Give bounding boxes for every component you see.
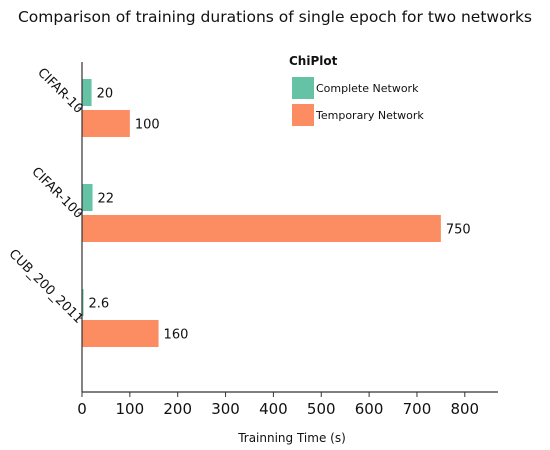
legend-swatch (292, 104, 314, 126)
legend-title: ChiPlot (289, 54, 338, 68)
category-label: CUB_200_2011 (6, 247, 86, 327)
x-tick-label: 400 (259, 400, 288, 418)
data-label: 2.6 (89, 297, 110, 312)
bars-layer (82, 79, 441, 347)
data-label: 750 (446, 223, 471, 238)
data-label: 20 (97, 87, 114, 102)
data-label: 100 (135, 118, 160, 133)
chart-title: Comparison of training durations of sing… (17, 8, 533, 26)
x-axis-label: Trainning Time (s) (237, 431, 346, 445)
legend[interactable]: ChiPlot Complete Network Temporary Networ… (289, 54, 424, 126)
category-label: CIFAR-10 (34, 65, 85, 116)
data-label: 22 (98, 192, 115, 207)
bar-complete-network-cifar-100[interactable] (82, 184, 93, 211)
category-label: CIFAR-100 (28, 164, 85, 221)
category-labels-layer: CIFAR-10 CIFAR-100 CUB_200_2011 (6, 65, 86, 326)
x-tick-label: 700 (403, 400, 432, 418)
x-tick-label: 600 (355, 400, 384, 418)
x-ticks-layer: 0 100 200 300 400 500 600 700 800 (77, 392, 479, 418)
bar-temporary-network-cifar-100[interactable] (82, 215, 441, 242)
bar-temporary-network-cub_200_2011[interactable] (82, 320, 159, 347)
legend-label: Temporary Network (315, 109, 424, 122)
x-tick-label: 100 (116, 400, 145, 418)
x-tick-label: 300 (211, 400, 240, 418)
bar-complete-network-cifar-10[interactable] (82, 79, 92, 106)
data-label: 160 (164, 328, 189, 343)
legend-label: Complete Network (316, 82, 419, 95)
x-tick-label: 200 (163, 400, 192, 418)
data-labels-layer: 20 100 22 750 2.6 160 (89, 87, 471, 343)
x-tick-label: 500 (307, 400, 336, 418)
x-tick-label: 800 (450, 400, 479, 418)
bar-temporary-network-cifar-10[interactable] (82, 110, 130, 137)
x-tick-label: 0 (77, 400, 87, 418)
bar-complete-network-cub_200_2011[interactable] (82, 289, 84, 316)
legend-swatch (292, 77, 314, 99)
